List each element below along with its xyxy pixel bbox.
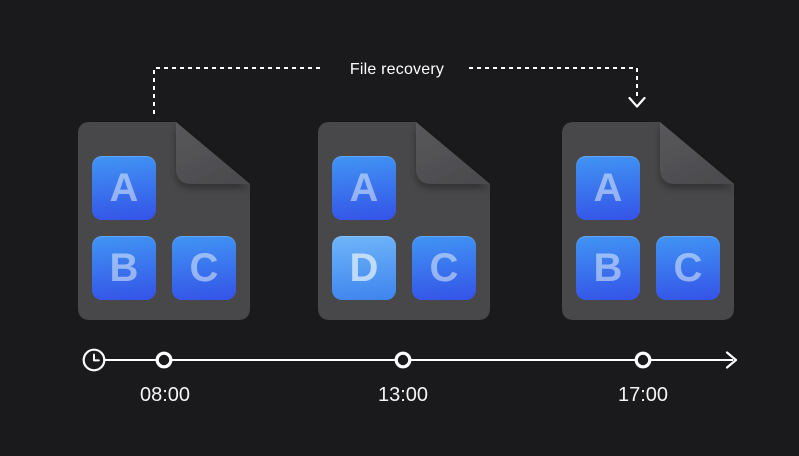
arrow-down-icon (628, 96, 646, 108)
timeline-node-1300 (394, 351, 412, 369)
connector-left-dashed-line (153, 67, 322, 114)
block-a: A (332, 156, 396, 220)
block-d: D (332, 236, 396, 300)
block-a: A (576, 156, 640, 220)
file-icon-0800: A B C (78, 122, 250, 320)
timeline-node-0800 (155, 351, 173, 369)
file-recovery-label: File recovery (349, 61, 445, 78)
timeline-node-1700 (634, 351, 652, 369)
timeline-label-1300: 13:00 (377, 384, 429, 406)
block-c: C (412, 236, 476, 300)
file-icon-1300: A D C (318, 122, 490, 320)
document-fold-corner-icon (416, 122, 490, 184)
connector-right-dashed-line (469, 67, 638, 100)
block-c: C (656, 236, 720, 300)
document-fold-corner-icon (660, 122, 734, 184)
arrow-right-icon (725, 351, 738, 369)
block-a: A (92, 156, 156, 220)
document-fold-corner-icon (176, 122, 250, 184)
block-b: B (92, 236, 156, 300)
timeline-label-0800: 08:00 (139, 384, 191, 406)
block-b: B (576, 236, 640, 300)
file-icon-1700: A B C (562, 122, 734, 320)
block-c: C (172, 236, 236, 300)
timeline-label-1700: 17:00 (617, 384, 669, 406)
clock-icon (82, 348, 106, 372)
